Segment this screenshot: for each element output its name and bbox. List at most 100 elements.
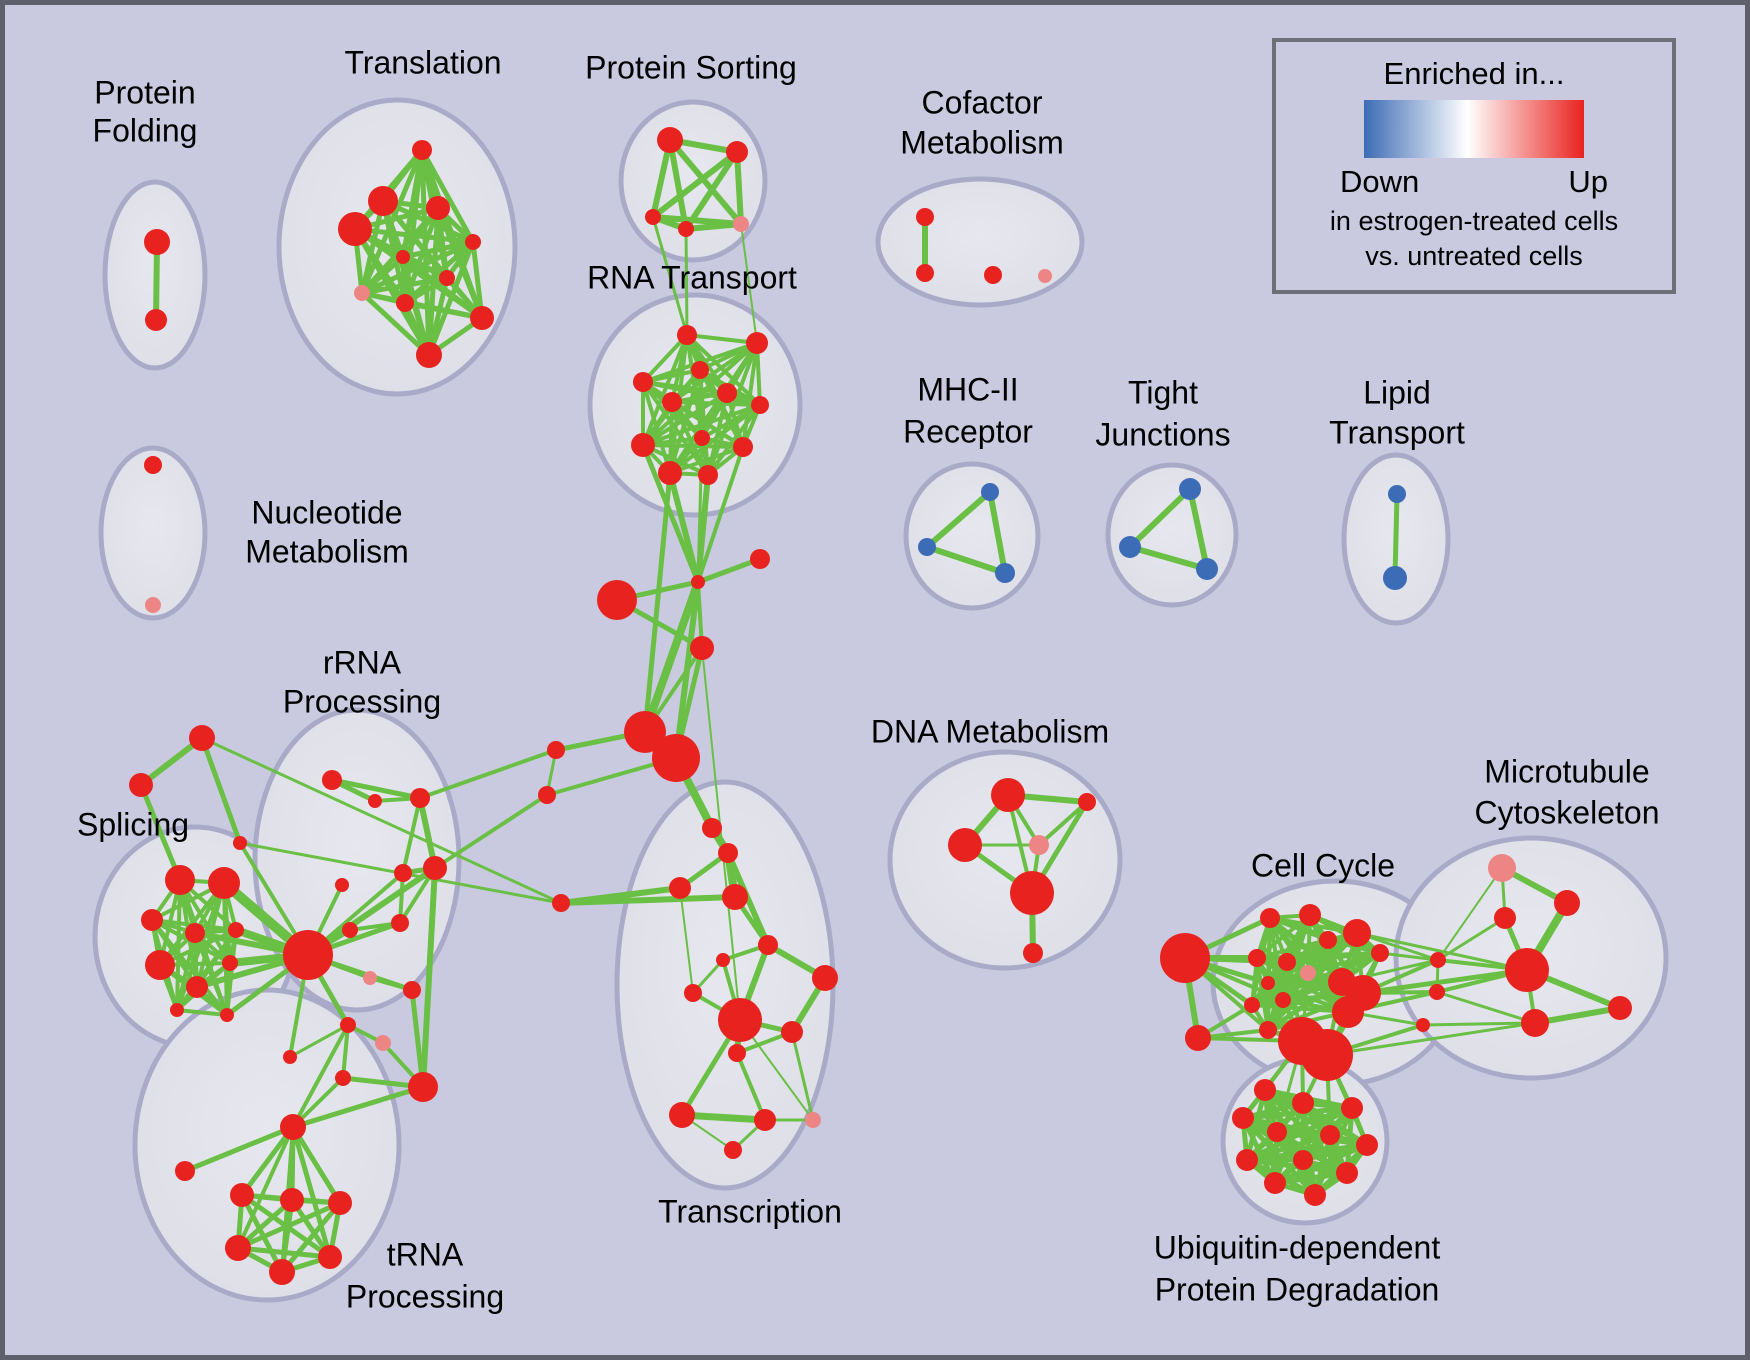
edge [433, 793, 549, 870]
node-lp2 [1383, 566, 1407, 590]
node-cc16 [1244, 997, 1260, 1013]
node-ub6 [1320, 1125, 1340, 1145]
node-ub3 [1341, 1097, 1363, 1119]
edge [734, 149, 744, 227]
node-t3 [669, 877, 691, 899]
node-rr14 [408, 1072, 438, 1102]
edge [239, 1124, 296, 1198]
node-ub2 [1292, 1092, 1314, 1114]
node-hub2 [280, 1114, 306, 1140]
edge [175, 878, 182, 1012]
cluster-label-nucleotide-metabolism: Metabolism [245, 533, 409, 569]
edge [359, 254, 406, 296]
edge [735, 1051, 767, 1122]
node-tr2 [368, 186, 398, 216]
edge [668, 445, 745, 475]
cluster-label-transcription: Transcription [658, 1193, 842, 1229]
node-t10 [718, 998, 762, 1042]
edge [683, 149, 740, 232]
node-cf1 [916, 208, 934, 226]
node-pf1 [144, 229, 170, 255]
edge [667, 137, 689, 232]
node-tr1 [412, 140, 432, 160]
node-tr7 [439, 270, 455, 286]
node-rr6 [335, 878, 349, 892]
legend-color-gradient [1364, 100, 1584, 158]
node-cc2 [1185, 1025, 1211, 1051]
node-tri2 [129, 773, 153, 797]
edge [1250, 1003, 1350, 1014]
cluster-label-tight-junctions: Junctions [1095, 416, 1230, 452]
node-tr8 [354, 285, 370, 301]
edge [1392, 491, 1400, 581]
cluster-label-translation: Translation [344, 44, 501, 80]
cluster-label-mhc-ii-receptor: Receptor [903, 413, 1033, 449]
node-t7 [758, 935, 778, 955]
edge [1532, 1005, 1623, 1026]
node-sp2 [208, 867, 240, 899]
node-nu1 [144, 456, 162, 474]
node-mb3 [1416, 1018, 1430, 1032]
edge [641, 380, 710, 477]
node-dn6 [1023, 943, 1043, 963]
cluster-ellipse-nucleotide-metabolism [98, 445, 208, 621]
edge [741, 341, 759, 449]
edge [667, 470, 701, 585]
node-rr7 [342, 922, 358, 938]
edge [153, 239, 160, 323]
edge [1127, 486, 1193, 550]
node-cc12 [1261, 976, 1275, 990]
node-mh3 [995, 563, 1015, 583]
node-mt3 [1521, 1009, 1549, 1037]
node-mt1 [1554, 890, 1580, 916]
node-nu2 [145, 597, 161, 613]
edge [288, 1023, 350, 1059]
node-cA [597, 580, 637, 620]
edge [1325, 1021, 1537, 1057]
cluster-label-microtubule-cytoskeleton: Cytoskeleton [1475, 794, 1660, 830]
node-p2 [652, 734, 700, 782]
cluster-label-ubiquitin-degradation: Ubiquitin-dependent [1154, 1229, 1441, 1265]
node-t12 [728, 1044, 746, 1062]
node-pf2 [145, 309, 167, 331]
node-lp1 [1388, 485, 1406, 503]
node-ps1 [657, 127, 683, 153]
node-rr13 [335, 1070, 351, 1086]
edge [426, 275, 450, 358]
edge [175, 1008, 229, 1017]
node-cf3 [984, 266, 1002, 284]
node-sp8 [222, 955, 238, 971]
node-s2 [538, 786, 556, 804]
node-rr10 [403, 981, 421, 999]
cluster-label-lipid-transport: Lipid [1363, 374, 1431, 410]
legend-down-label: Down [1340, 164, 1420, 199]
edge [650, 137, 673, 220]
node-rr5 [394, 864, 412, 882]
cluster-label-ubiquitin-degradation: Protein Degradation [1155, 1271, 1440, 1307]
edge [641, 380, 762, 407]
edge [641, 333, 689, 447]
node-rr16 [283, 1050, 297, 1064]
cluster-label-cell-cycle: Cell Cycle [1251, 847, 1395, 883]
node-ub9 [1293, 1150, 1313, 1170]
node-tri3 [233, 836, 247, 850]
edge [651, 215, 689, 337]
node-rt9 [631, 433, 655, 457]
edge [150, 918, 229, 1017]
cluster-label-protein-sorting: Protein Sorting [585, 49, 797, 85]
node-rt11 [658, 461, 682, 485]
node-ub8 [1236, 1149, 1258, 1171]
node-t15 [805, 1112, 821, 1128]
edge [359, 290, 432, 358]
edge [641, 443, 745, 449]
node-tn2 [280, 1188, 304, 1212]
legend-title: Enriched in... [1383, 56, 1565, 91]
node-tr9 [396, 294, 414, 312]
node-tn1 [230, 1183, 254, 1207]
edge [400, 239, 476, 260]
edge [182, 1124, 296, 1174]
edge [987, 489, 1008, 576]
cluster-label-splicing: Splicing [77, 806, 189, 842]
node-tr10 [470, 306, 494, 330]
edge [683, 221, 744, 232]
